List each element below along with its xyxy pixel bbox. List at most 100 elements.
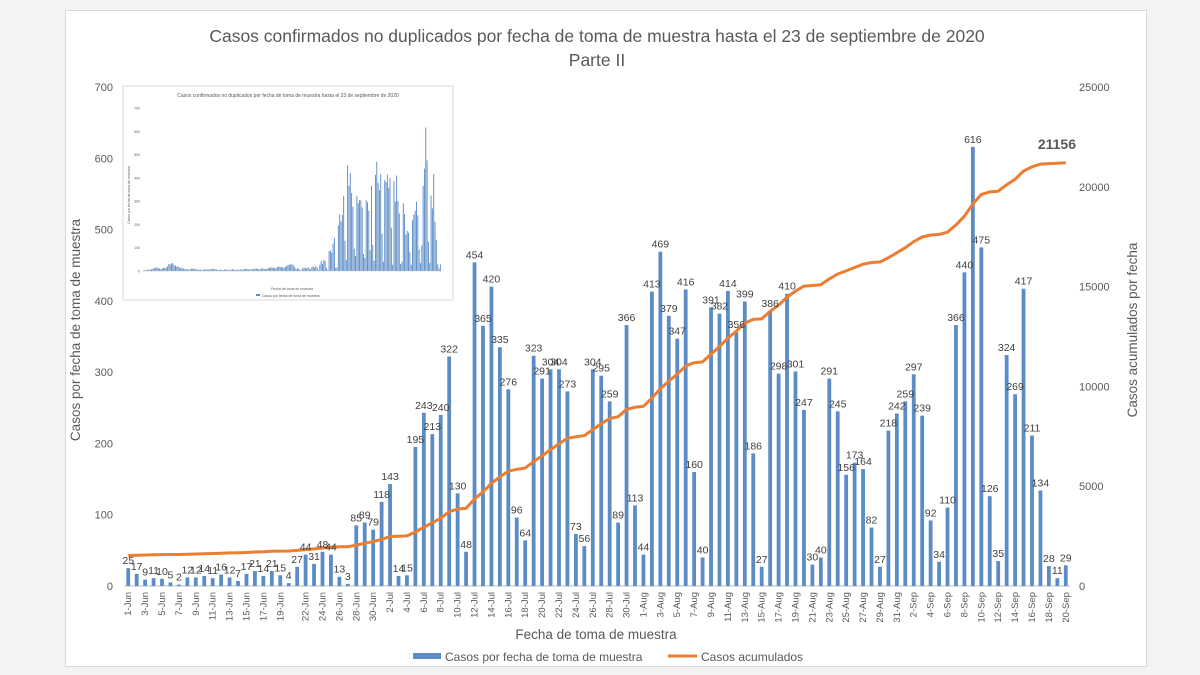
inset-bar xyxy=(223,269,225,271)
bar-value-label: 291 xyxy=(533,366,551,378)
bar xyxy=(844,474,849,586)
inset-bar xyxy=(320,260,322,271)
inset-bar xyxy=(255,268,257,271)
bar-value-label: 29 xyxy=(1060,552,1072,564)
bar-value-label: 30 xyxy=(807,552,819,564)
inset-bar xyxy=(318,270,319,271)
bar-value-label: 15 xyxy=(274,562,286,574)
x-tick-label: 12-Sep xyxy=(993,592,1004,623)
inset-bar xyxy=(257,268,259,271)
inset-bar xyxy=(185,268,187,271)
inset-bar xyxy=(238,269,240,271)
inset-bar xyxy=(365,200,367,271)
x-tick-label: 10-Jul xyxy=(453,592,464,618)
bar xyxy=(666,315,671,586)
x-tick-label: 14-Sep xyxy=(1010,592,1021,623)
bar xyxy=(371,529,376,586)
inset-bar xyxy=(323,259,325,271)
bar-value-label: 379 xyxy=(660,303,678,315)
inset-bar xyxy=(359,200,361,271)
inset-bar xyxy=(351,192,353,271)
bar-value-label: 186 xyxy=(744,440,762,452)
inset-bar xyxy=(433,173,435,271)
inset-bar xyxy=(335,267,337,271)
inset-bar xyxy=(422,185,424,271)
inset-y-axis-title: Casos por fecha de toma de muestra xyxy=(127,166,131,224)
inset-legend-label: Casos por fecha de toma de muestra xyxy=(262,294,320,298)
bar-value-label: 25 xyxy=(122,555,134,567)
bar xyxy=(320,551,325,586)
bar-value-label: 4 xyxy=(286,570,292,582)
bar xyxy=(1004,355,1009,586)
inset-bar xyxy=(208,269,210,271)
inset-bar xyxy=(341,215,343,271)
inset-bar xyxy=(218,270,220,271)
bar xyxy=(430,434,435,586)
bar xyxy=(607,401,612,586)
bar-value-label: 259 xyxy=(601,388,619,400)
inset-bar xyxy=(397,200,399,271)
inset-bar xyxy=(151,269,153,271)
inset-bar xyxy=(188,269,190,271)
x-tick-label: 26-Jul xyxy=(588,592,599,618)
bar-value-label: 89 xyxy=(612,510,624,522)
bar-value-label: 240 xyxy=(432,402,450,414)
bar-value-label: 12 xyxy=(224,564,236,576)
inset-bar xyxy=(272,267,274,271)
inset-bar xyxy=(361,207,363,271)
inset-bar xyxy=(245,268,247,271)
inset-bar xyxy=(253,268,255,271)
inset-bar xyxy=(299,269,301,271)
inset-bar xyxy=(328,251,330,271)
y-tick-label: 600 xyxy=(95,153,113,165)
inset-bar xyxy=(258,269,260,271)
bar-value-label: 322 xyxy=(440,343,458,355)
bar-value-label: 259 xyxy=(897,388,915,400)
x-tick-label: 18-Sep xyxy=(1044,592,1055,623)
inset-bar xyxy=(278,266,280,271)
inset-bar xyxy=(163,267,164,271)
inset-bar xyxy=(259,269,261,271)
bar-value-label: 298 xyxy=(770,361,788,373)
inset-bar xyxy=(216,269,217,271)
bar-value-label: 356 xyxy=(728,319,746,331)
bar-value-label: 13 xyxy=(334,564,346,576)
inset-bar xyxy=(153,268,155,271)
x-tick-label: 22-Jul xyxy=(554,592,565,618)
inset-bar xyxy=(344,240,346,271)
inset-bar xyxy=(144,270,146,271)
bar xyxy=(785,293,789,586)
inset-bar xyxy=(380,174,382,271)
bar-value-label: 10 xyxy=(156,566,168,578)
bar-value-label: 269 xyxy=(1006,381,1024,393)
bar xyxy=(455,493,460,586)
x-tick-label: 4-Sep xyxy=(926,592,937,617)
inset-bar xyxy=(413,214,415,271)
inset-bar xyxy=(165,267,167,271)
inset-bar xyxy=(412,220,413,271)
bar xyxy=(413,446,418,586)
inset-y-tick-label: 200 xyxy=(134,223,140,227)
bar-value-label: 134 xyxy=(1032,477,1050,489)
inset-bar xyxy=(145,270,147,271)
inset-bar xyxy=(296,268,298,271)
inset-bar xyxy=(392,264,394,271)
inset-bar xyxy=(173,265,175,271)
inset-bar xyxy=(284,266,286,271)
bar xyxy=(379,501,384,586)
inset-bar xyxy=(406,230,408,271)
bar xyxy=(683,289,688,586)
bar-value-label: 73 xyxy=(570,521,582,533)
bar-value-label: 304 xyxy=(542,356,560,368)
x-tick-label: 1-Aug xyxy=(639,592,650,617)
inset-bar xyxy=(156,267,158,271)
bar xyxy=(160,578,164,586)
bar-value-label: 14 xyxy=(258,563,270,575)
bar xyxy=(726,290,730,586)
cumulative-line-series xyxy=(128,161,1066,558)
bar-value-label: 89 xyxy=(359,510,371,522)
inset-bar xyxy=(210,268,212,271)
inset-bar xyxy=(161,268,163,271)
bar-value-label: 475 xyxy=(973,234,991,246)
bar-value-label: 213 xyxy=(424,421,442,433)
